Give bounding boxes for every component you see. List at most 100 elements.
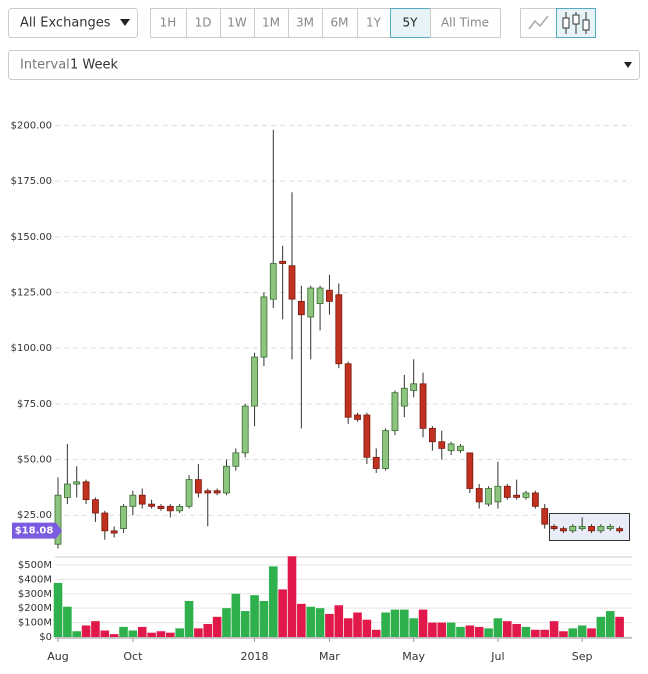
dropdown-arrow [120, 19, 130, 26]
candle-body [204, 490, 212, 494]
range-label: 1M [262, 16, 280, 30]
volume-bar [100, 630, 110, 637]
candle-body [166, 505, 174, 512]
range-button[interactable] [288, 8, 323, 38]
volume-bar [428, 622, 437, 637]
candle-icon [582, 19, 590, 31]
candle-body [54, 494, 62, 545]
volume-bar [446, 622, 456, 637]
volume-bar [81, 625, 91, 637]
candle-body [419, 383, 427, 429]
candle-body [616, 528, 623, 532]
range-label: 6M [331, 16, 349, 30]
volume-tick-label: $100M [18, 618, 52, 629]
candle-body [485, 488, 492, 505]
y-tick-label: $125.00 [11, 287, 52, 298]
exchange-label: All Exchanges [20, 16, 111, 31]
candle-body [354, 414, 361, 420]
last-price-tag [12, 522, 62, 539]
volume-bar [568, 628, 578, 637]
candle-body [307, 287, 315, 318]
volume-bar [587, 628, 596, 637]
candle-body [438, 441, 446, 449]
volume-bar [297, 603, 306, 637]
candle-body [466, 452, 474, 489]
volume-tick-label: $0 [39, 632, 52, 643]
candle-body [129, 494, 137, 507]
candle-body [513, 494, 521, 498]
candle-body [457, 445, 464, 452]
candle-body [232, 452, 240, 467]
y-tick-label: $50.00 [17, 455, 52, 466]
candle-body [110, 530, 118, 534]
candle-body [363, 414, 371, 458]
y-tick-label: $175.00 [11, 176, 52, 187]
last-price-label: $18.08 [15, 526, 54, 537]
volume-bar [540, 629, 550, 637]
dropdown-arrow [624, 62, 632, 68]
range-button[interactable] [390, 8, 431, 38]
candle-body [279, 260, 287, 264]
interval-dropdown[interactable] [8, 50, 640, 80]
volume-bar [231, 593, 241, 637]
volume-bar [222, 608, 231, 637]
range-button[interactable] [430, 8, 501, 38]
volume-bar [418, 609, 428, 637]
candle-body [335, 294, 343, 365]
volume-bar [362, 619, 372, 637]
candle-body [588, 525, 595, 532]
volume-bar [91, 621, 100, 637]
candle-body [269, 263, 277, 300]
candle-body [73, 481, 81, 485]
range-button[interactable] [220, 8, 255, 38]
candle-body [569, 525, 577, 532]
volume-bar [203, 624, 213, 637]
candle-body [120, 505, 127, 530]
interval-value: 1 Week [70, 58, 118, 73]
volume-bar [128, 630, 138, 637]
candle-body [101, 512, 109, 532]
candle-body [560, 528, 567, 532]
volume-bar [390, 609, 400, 637]
line-chart-button[interactable] [520, 8, 557, 38]
candle-body [63, 483, 71, 498]
x-tick-label: Mar [319, 650, 340, 663]
volume-bar [596, 616, 606, 637]
candle-body [400, 387, 408, 407]
candle-body [410, 383, 418, 391]
range-button[interactable] [357, 8, 391, 38]
volume-bar [53, 582, 63, 637]
candle-body [148, 503, 156, 507]
volume-bar [371, 629, 381, 637]
y-tick-label: $75.00 [17, 399, 52, 410]
volume-bar [325, 613, 334, 637]
candle-body [541, 508, 549, 525]
volume-bar [437, 622, 447, 637]
volume-bar [156, 631, 166, 637]
candle-body [316, 287, 324, 305]
candle-body [213, 490, 221, 494]
candle-body [82, 481, 90, 501]
candle-body [475, 488, 483, 503]
candle-icon [562, 17, 570, 29]
candle-body [597, 525, 605, 532]
volume-bar [484, 628, 493, 637]
candle-body [428, 427, 436, 443]
candle-body [494, 485, 502, 503]
candle-body [326, 289, 333, 302]
exchange-dropdown[interactable] [8, 8, 138, 38]
chart-type-toggle [520, 8, 596, 38]
volume-bar [259, 600, 269, 637]
volume-bar [315, 608, 325, 637]
volume-bar [184, 600, 194, 637]
volume-bar [109, 634, 119, 637]
volume-tick-label: $200M [18, 603, 52, 614]
range-label: All Time [441, 16, 489, 30]
volume-bar [400, 609, 409, 637]
volume-bar [250, 595, 259, 637]
volume-bar [474, 626, 484, 637]
interval-label: Interval [20, 58, 70, 73]
volume-tick-label: $500M [18, 560, 52, 571]
volume-bar [409, 618, 418, 637]
candle-body [241, 405, 249, 454]
